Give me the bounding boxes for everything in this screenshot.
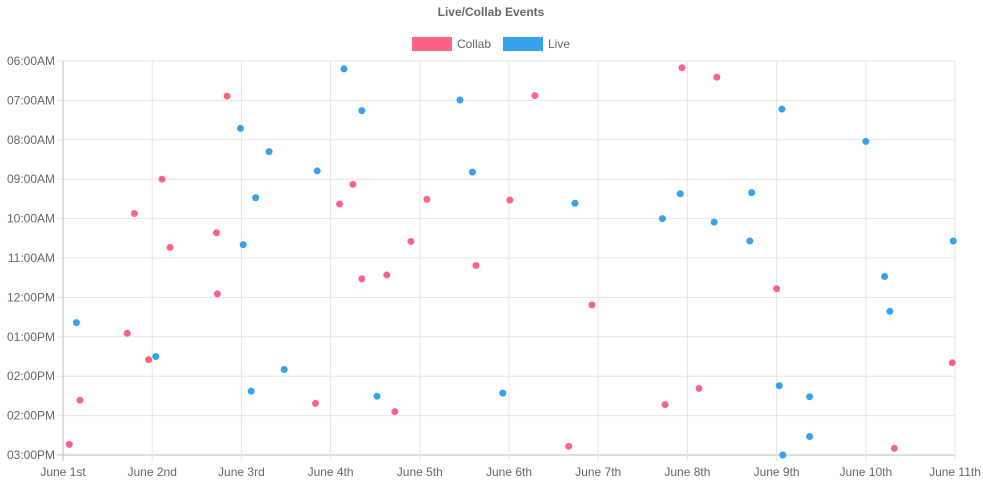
collab-point bbox=[423, 195, 431, 203]
live-point bbox=[778, 105, 786, 113]
live-point bbox=[710, 218, 718, 226]
legend-item-collab[interactable]: Collab bbox=[411, 37, 491, 51]
live-point bbox=[779, 451, 787, 459]
live-point bbox=[806, 432, 814, 440]
y-tick-label: 02:00PM bbox=[7, 369, 55, 383]
collab-point bbox=[123, 329, 131, 337]
x-tick-label: June 1st bbox=[40, 465, 86, 479]
chart-title: Live/Collab Events bbox=[438, 5, 545, 19]
live-point bbox=[676, 190, 684, 198]
x-tick-label: June 2nd bbox=[128, 465, 177, 479]
live-point bbox=[237, 124, 245, 132]
grid bbox=[57, 60, 956, 461]
live-point bbox=[499, 389, 507, 397]
live-point bbox=[746, 237, 754, 245]
collab-point bbox=[506, 196, 514, 204]
y-tick-label: 10:00AM bbox=[7, 212, 55, 226]
live-point bbox=[313, 167, 321, 175]
collab-point bbox=[76, 396, 84, 404]
live-point bbox=[340, 65, 348, 73]
x-tick-label: June 4th bbox=[308, 465, 354, 479]
collab-point bbox=[890, 444, 898, 452]
collab-point bbox=[695, 384, 703, 392]
collab-point bbox=[336, 200, 344, 208]
live-point bbox=[252, 194, 260, 202]
live-point bbox=[806, 393, 814, 401]
x-tick-label: June 5th bbox=[397, 465, 443, 479]
collab-point bbox=[311, 399, 319, 407]
collab-point bbox=[65, 440, 73, 448]
legend[interactable]: Collab Live bbox=[411, 37, 570, 51]
y-tick-label: 11:00AM bbox=[8, 251, 55, 265]
legend-swatch-collab bbox=[411, 37, 452, 51]
collab-point bbox=[588, 301, 596, 309]
collab-point bbox=[383, 271, 391, 279]
collab-point bbox=[158, 175, 166, 183]
x-tick-label: June 3rd bbox=[218, 465, 265, 479]
y-tick-label: 03:00PM bbox=[7, 448, 55, 462]
live-point bbox=[571, 199, 579, 207]
collab-point bbox=[948, 359, 956, 367]
legend-label-live: Live bbox=[548, 37, 570, 51]
data-points bbox=[65, 64, 957, 459]
y-tick-label: 09:00AM bbox=[7, 172, 55, 186]
live-point bbox=[456, 96, 464, 104]
live-point bbox=[862, 137, 870, 145]
collab-point bbox=[130, 209, 138, 217]
y-tick-label: 01:00PM bbox=[7, 330, 55, 344]
x-tick-label: June 7th bbox=[575, 465, 621, 479]
live-point bbox=[72, 319, 80, 327]
collab-point bbox=[391, 408, 399, 416]
x-tick-label: June 6th bbox=[486, 465, 532, 479]
y-tick-label: 07:00AM bbox=[7, 93, 55, 107]
live-point bbox=[775, 382, 783, 390]
collab-point bbox=[713, 73, 721, 81]
legend-label-collab: Collab bbox=[457, 37, 491, 51]
collab-point bbox=[565, 442, 573, 450]
collab-point bbox=[407, 237, 415, 245]
live-point bbox=[265, 148, 273, 156]
x-tick-label: June 9th bbox=[754, 465, 800, 479]
collab-point bbox=[223, 92, 231, 100]
y-tick-label: 02:00PM bbox=[7, 409, 55, 423]
legend-item-live[interactable]: Live bbox=[503, 37, 570, 51]
live-point bbox=[280, 366, 288, 374]
collab-point bbox=[661, 401, 669, 409]
collab-point bbox=[212, 229, 220, 237]
collab-point bbox=[773, 285, 781, 293]
collab-point bbox=[349, 180, 357, 188]
legend-swatch-live bbox=[503, 37, 544, 51]
collab-point bbox=[531, 92, 539, 100]
live-point bbox=[358, 107, 366, 115]
collab-point bbox=[678, 64, 686, 72]
live-point bbox=[152, 353, 160, 360]
collab-point bbox=[145, 356, 153, 364]
y-tick-label: 08:00AM bbox=[7, 133, 55, 147]
collab-point bbox=[472, 261, 480, 269]
live-point bbox=[468, 168, 476, 176]
live-point bbox=[949, 237, 957, 245]
x-tick-label: June 8th bbox=[664, 465, 710, 479]
collab-point bbox=[213, 290, 221, 298]
live-point bbox=[239, 241, 247, 249]
live-point bbox=[748, 189, 756, 197]
live-point bbox=[247, 387, 255, 395]
x-tick-label: June 10th bbox=[839, 465, 892, 479]
live-point bbox=[373, 392, 381, 400]
axes: 06:00AM 07:00AM 08:00AM 09:00AM 10:00AM 11:00… bbox=[7, 54, 981, 479]
y-tick-label: 06:00AM bbox=[7, 54, 55, 68]
collab-point bbox=[358, 275, 366, 283]
x-tick-label: June 11th bbox=[929, 465, 981, 479]
live-point bbox=[658, 215, 666, 223]
y-tick-label: 12:00PM bbox=[7, 290, 55, 304]
collab-point bbox=[166, 243, 174, 251]
live-point bbox=[886, 307, 894, 315]
live-point bbox=[881, 273, 889, 281]
